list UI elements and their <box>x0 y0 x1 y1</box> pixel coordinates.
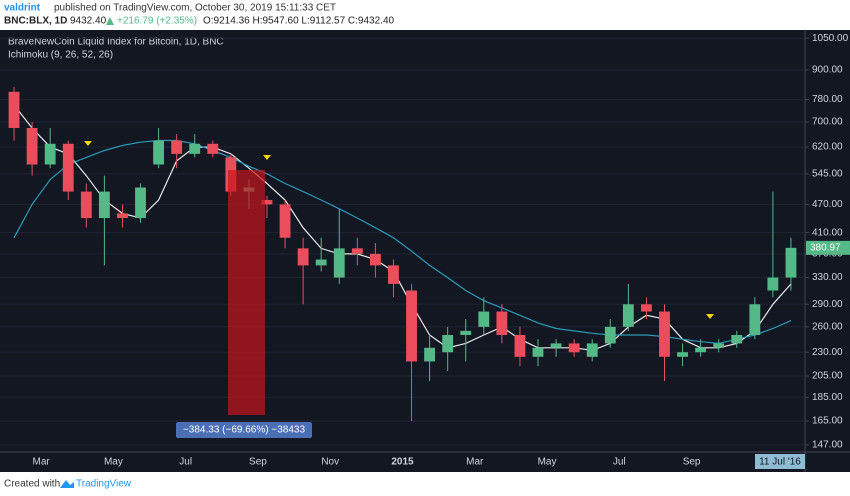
candle-body <box>496 311 508 335</box>
crosshair-box <box>755 454 805 469</box>
y-tick-label: 900.00 <box>812 65 843 76</box>
candle-body <box>135 187 146 219</box>
x-tick-label: Mar <box>33 457 51 468</box>
candle-body <box>315 259 327 266</box>
marker <box>706 314 714 319</box>
ohlc: O:9214.36 H:9547.60 L:9112.57 C:9432.40 <box>203 16 395 27</box>
candle-body <box>713 343 725 348</box>
y-tick-label: 470.00 <box>812 199 843 210</box>
candle-body <box>749 304 761 335</box>
candle-body <box>767 277 779 291</box>
candle-body <box>785 247 797 278</box>
candle-body <box>369 253 381 266</box>
y-tick-label: 185.00 <box>812 392 843 403</box>
x-tick-label: Jul <box>179 457 192 468</box>
change: +216.79 (+2.35%) <box>117 16 197 27</box>
published: published on TradingView.com, October 30… <box>54 3 336 14</box>
marker <box>84 141 92 146</box>
candle-body <box>514 334 526 357</box>
candle-body <box>153 140 164 165</box>
y-tick-label: 290.00 <box>812 299 843 310</box>
footer-brand[interactable]: TradingView <box>76 479 132 490</box>
y-tick-label: 780.00 <box>812 94 843 105</box>
x-tick-label: Nov <box>321 457 339 468</box>
candle-body <box>604 326 616 344</box>
author[interactable]: valdrint <box>4 3 41 14</box>
candle-body <box>207 143 219 154</box>
y-tick-label: 700.00 <box>812 117 843 128</box>
y-tick-label: 1050.00 <box>812 33 849 44</box>
candle-body <box>641 304 652 312</box>
candle-body <box>731 334 743 344</box>
candle-body <box>532 347 544 357</box>
candle-body <box>568 343 580 353</box>
y-tick-label: 165.00 <box>812 416 843 427</box>
candle-body <box>622 304 634 327</box>
x-tick-label: Sep <box>683 457 701 468</box>
measure-label: −384.33 (−69.66%) −38433 <box>183 425 305 436</box>
marker <box>263 155 271 160</box>
measure-box <box>228 170 265 415</box>
candle-body <box>586 343 598 357</box>
chart-title: BraveNewCoin Liquid Index for Bitcoin, 1… <box>8 37 224 48</box>
y-tick-label: 260.00 <box>812 322 843 333</box>
candle-body <box>659 311 670 357</box>
candle-body <box>117 213 128 219</box>
candle-body <box>388 265 399 284</box>
candle-body <box>297 248 309 266</box>
candle-body <box>460 330 472 335</box>
symbol: BNC:BLX, 1D <box>4 16 67 27</box>
candle-body <box>351 248 363 254</box>
y-tick-label: 410.00 <box>812 227 843 238</box>
indicator-label: Ichimoku (9, 26, 52, 26) <box>8 50 113 61</box>
up-arrow <box>106 17 114 25</box>
candle-body <box>550 343 562 348</box>
candle-body <box>189 143 201 154</box>
candle-body <box>8 91 20 128</box>
footer-text: Created with <box>4 479 60 490</box>
crosshair-label: 11 Jul '16 <box>759 457 801 468</box>
y-tick-label: 230.00 <box>812 347 843 358</box>
x-tick-label: May <box>538 457 557 468</box>
y-tick-label: 545.00 <box>812 168 843 179</box>
y-tick-label: 620.00 <box>812 142 843 153</box>
candle-body <box>279 204 291 238</box>
measure-label-box <box>176 422 312 438</box>
y-tick-label: 330.00 <box>812 272 843 283</box>
candle-body <box>80 191 92 219</box>
chart-panel <box>0 30 850 472</box>
candle-body <box>44 143 56 165</box>
x-tick-label: May <box>104 457 123 468</box>
plot: 1050.00 900.00 780.00 700.00 620.00 545.00 470… <box>0 33 849 468</box>
candle-body <box>26 127 38 165</box>
y-tick-label: 205.00 <box>812 371 843 382</box>
candle-body <box>333 248 345 278</box>
x-tick-label: Jul <box>613 457 626 468</box>
candle-body <box>98 191 110 219</box>
candle-body <box>677 352 688 357</box>
candle-body <box>171 140 183 154</box>
price-tag <box>806 240 850 255</box>
candle-body <box>62 143 74 192</box>
x-tick-label: Mar <box>466 457 484 468</box>
candle-body <box>478 311 490 327</box>
candle-body <box>261 200 273 205</box>
candle-body <box>406 290 417 362</box>
price-tag-label: 380.97 <box>810 242 841 253</box>
candle-body <box>695 347 707 353</box>
candle-body <box>424 347 436 362</box>
x-tick-label: Sep <box>249 457 267 468</box>
y-tick-label: 147.00 <box>812 439 843 450</box>
candle-body <box>442 334 454 353</box>
logo <box>60 480 74 488</box>
x-tick-label: 2015 <box>391 457 414 468</box>
price: 9432.40 <box>70 16 107 27</box>
